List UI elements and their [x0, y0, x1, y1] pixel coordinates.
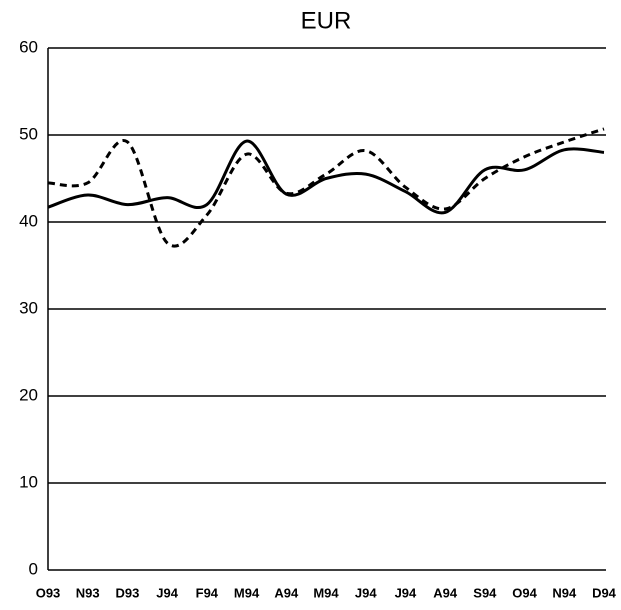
x-tick-label: D93: [115, 585, 139, 600]
x-tick-label: J94: [156, 585, 178, 600]
y-tick-label: 10: [19, 472, 38, 491]
y-tick-label: 30: [19, 298, 38, 317]
x-tick-label: J94: [395, 585, 417, 600]
x-tick-label: M94: [234, 585, 260, 600]
x-tick-label: A94: [274, 585, 299, 600]
chart-title: EUR: [301, 7, 352, 34]
y-tick-label: 50: [19, 124, 38, 143]
x-tick-label: J94: [355, 585, 377, 600]
y-tick-label: 60: [19, 37, 38, 56]
x-tick-label: S94: [473, 585, 497, 600]
x-tick-label: O93: [36, 585, 61, 600]
x-tick-label: O94: [512, 585, 537, 600]
x-tick-label: N93: [76, 585, 100, 600]
x-tick-label: N94: [552, 585, 577, 600]
x-tick-label: F94: [196, 585, 219, 600]
y-tick-label: 20: [19, 385, 38, 404]
x-tick-label: D94: [592, 585, 617, 600]
y-tick-label: 40: [19, 211, 38, 230]
x-tick-label: M94: [313, 585, 339, 600]
x-tick-label: A94: [433, 585, 458, 600]
series-line: [47, 127, 605, 248]
series-line: [47, 139, 605, 215]
y-tick-label: 0: [29, 559, 38, 578]
